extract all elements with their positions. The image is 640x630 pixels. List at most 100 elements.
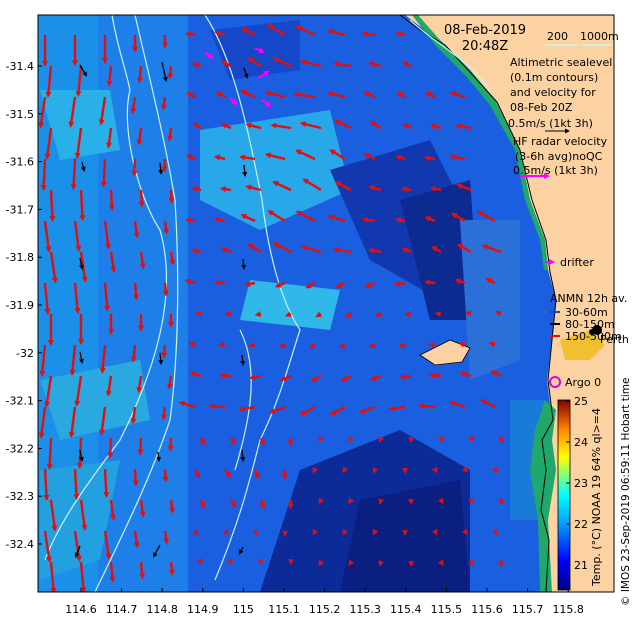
altimetry-arrow	[109, 251, 117, 273]
colorbar-tick-label: 25	[574, 395, 588, 408]
altimetry-arrow	[318, 559, 325, 567]
altimetry-arrow	[162, 468, 169, 483]
altimetry-arrow	[132, 468, 139, 487]
altimetry-arrow	[192, 529, 198, 537]
altimetry-arrow	[278, 342, 286, 349]
altimetry-arrow	[368, 247, 382, 254]
altimetry-arrow	[139, 499, 146, 518]
altimetry-arrow	[448, 400, 466, 409]
altimetry-arrow	[459, 371, 472, 378]
altimetry-arrow	[287, 499, 294, 510]
altimetry-arrow	[133, 282, 140, 301]
drifter-label: drifter	[560, 256, 594, 269]
altimetry-arrow	[254, 311, 262, 318]
altimetry-arrow	[253, 468, 260, 480]
altimetry-arrow	[312, 528, 319, 536]
altimetry-arrow	[404, 311, 412, 318]
altimetry-arrow	[332, 61, 352, 68]
altimetry-arrow	[79, 499, 88, 531]
altimetry-arrow	[378, 560, 385, 567]
altimetry-arrow	[430, 123, 442, 130]
altimetry-arrow	[220, 122, 232, 130]
altimetry-arrow	[437, 497, 444, 505]
altimetry-arrow	[378, 436, 385, 443]
altimetry-arrow	[230, 499, 237, 508]
altimetry-arrow	[372, 529, 379, 536]
map-frame	[37, 14, 615, 593]
drifter-arrow	[161, 61, 168, 82]
altimetry-arrow	[312, 466, 319, 474]
altimetry-arrow	[136, 65, 143, 84]
y-tick-label: -31.6	[6, 156, 34, 169]
drifter-arrow	[243, 67, 249, 79]
altimetry-arrow	[220, 60, 232, 68]
altimetry-arrow	[318, 497, 325, 505]
altimetry-arrow	[38, 406, 47, 439]
altimetry-arrow	[252, 529, 258, 537]
altimetry-arrow	[68, 96, 77, 128]
altimetry-arrow	[49, 499, 58, 532]
anmn-30-60: 30-60m	[565, 306, 608, 319]
altimetry-arrow	[308, 342, 316, 349]
altimetry-arrow	[395, 217, 406, 224]
altimetry-arrow	[244, 280, 256, 287]
drifter-arrow	[239, 546, 244, 555]
altimetry-arrow	[329, 405, 346, 416]
hf-line-3: 0.5m/s (1kt 3h)	[513, 164, 598, 177]
colorbar-tick-label: 24	[574, 436, 588, 449]
x-tick-label: 115.2	[309, 603, 341, 616]
altimetry-arrow	[219, 372, 232, 379]
altimetry-arrow	[161, 406, 167, 421]
altimetry-arrow	[454, 123, 472, 130]
altimetry-arrow	[454, 278, 466, 285]
altimetry-arrow	[79, 561, 87, 592]
altimetry-arrow	[295, 210, 316, 223]
altimetry-arrow	[39, 344, 47, 377]
altimetry-arrow	[166, 375, 173, 390]
altimetry-arrow	[302, 178, 322, 192]
altimetry-arrow	[103, 282, 111, 312]
altimetry-arrow	[169, 499, 175, 514]
x-tick-label: 115	[233, 603, 254, 616]
altimetry-arrow	[213, 154, 226, 161]
drifter-arrow	[78, 257, 84, 270]
altimetry-arrow	[139, 251, 146, 270]
altimetry-arrow	[272, 181, 292, 192]
altimetry-arrow	[109, 499, 116, 521]
altimetry-arrow	[363, 152, 376, 161]
altimetry-arrow	[402, 123, 412, 130]
hf-radar-arrow	[229, 97, 238, 106]
altimetry-arrow	[332, 247, 352, 254]
y-tick-label: -31.8	[6, 251, 34, 264]
altimetry-arrow	[139, 561, 146, 580]
temperature-colorbar: 21 22 23 24 25 Temp. (°C) NOAA 19 64% ql>=4	[557, 395, 603, 591]
altimetry-arrow	[437, 559, 444, 567]
altimetry-arrow	[43, 220, 52, 253]
altimetry-arrow	[315, 311, 322, 318]
altimetry-arrow	[467, 497, 474, 505]
altimetry-arrow	[284, 311, 292, 317]
altimetry-arrow	[168, 189, 175, 204]
altimetry-arrow	[361, 216, 376, 223]
altimetry-arrow	[230, 437, 236, 446]
altimetry-arrow	[481, 244, 502, 254]
altimetry-arrow	[358, 405, 376, 414]
altimetry-arrow	[395, 154, 406, 161]
altimetry-arrow	[372, 467, 379, 474]
altimetry-arrow	[267, 210, 286, 223]
altimetry-arrow	[213, 216, 226, 223]
drifter-arrow	[240, 354, 246, 366]
altimetry-arrow	[131, 158, 138, 177]
altimetry-arrow	[458, 341, 466, 348]
altimetry-arrow	[240, 90, 256, 99]
hf-radar-arrow	[257, 70, 270, 79]
altimetry-arrow	[431, 466, 438, 474]
altimetry-arrow	[305, 281, 316, 289]
altimetry-arrow	[348, 497, 355, 505]
altimetry-arrow	[109, 561, 116, 583]
anmn-150-500: 150-500m	[565, 330, 622, 343]
altimetry-arrow	[49, 561, 57, 592]
isobath-contours	[44, 15, 491, 592]
altimetry-arrow	[259, 499, 266, 509]
y-tick-label: -31.4	[6, 60, 34, 73]
